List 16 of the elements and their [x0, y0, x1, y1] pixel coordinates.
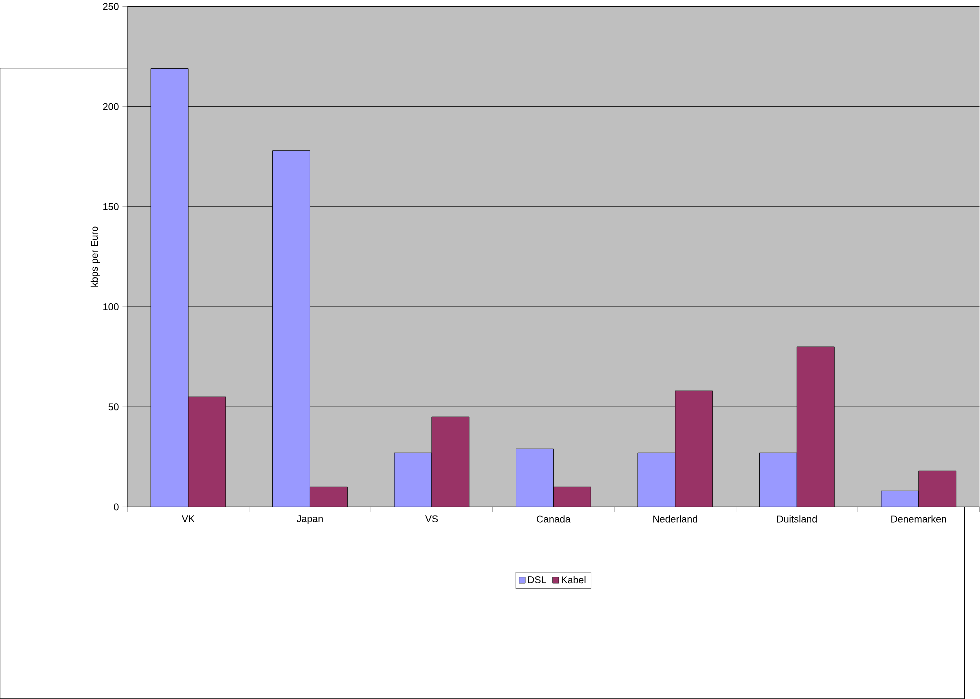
legend-label: Kabel — [562, 576, 586, 584]
y-tick-label: 50 — [108, 404, 119, 410]
y-tick-label: 250 — [103, 3, 119, 10]
x-tick-label: Japan — [297, 515, 323, 524]
x-tick-label: Nederland — [654, 516, 698, 523]
y-tick-label: 0 — [114, 504, 119, 511]
x-tick-label: VK — [182, 515, 195, 522]
y-tick-label: 100 — [104, 303, 119, 310]
x-tick-label: Duitsland — [778, 516, 817, 523]
legend-label: DSL — [528, 576, 546, 584]
x-tick-label: VS — [425, 516, 438, 522]
y-tick-label: 200 — [103, 103, 119, 110]
x-tick-label: Canada — [537, 516, 571, 523]
y-tick-label: 150 — [104, 203, 119, 210]
y-axis-title: kbps per Euro — [90, 226, 100, 287]
x-tick-label: Denemarken — [892, 516, 946, 523]
